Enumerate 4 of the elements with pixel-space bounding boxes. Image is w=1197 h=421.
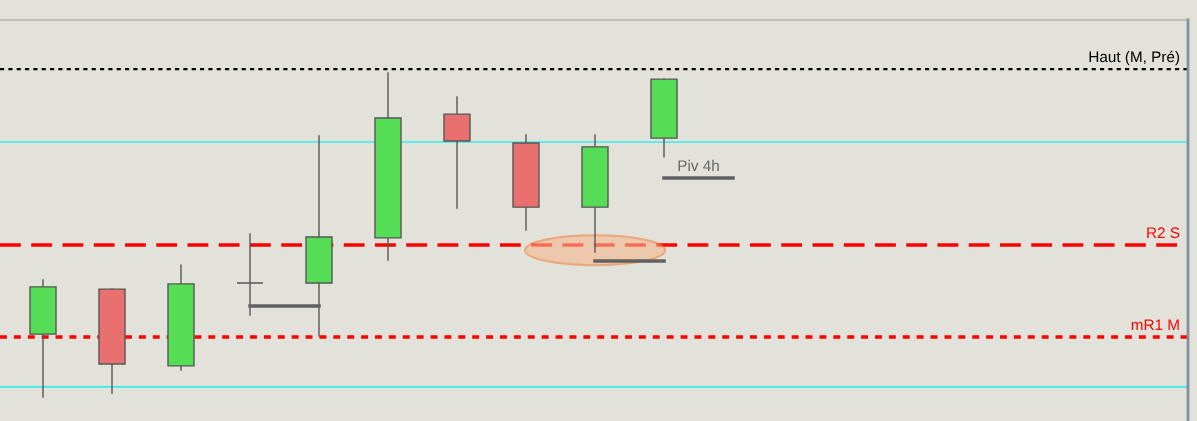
- ref-line-label: mR1 M: [1131, 319, 1179, 330]
- ref-line-label: Haut (M, Pré): [1089, 50, 1180, 66]
- ref-line-label: R2 S: [1147, 227, 1180, 239]
- annotation: Piv 4h: [678, 159, 719, 171]
